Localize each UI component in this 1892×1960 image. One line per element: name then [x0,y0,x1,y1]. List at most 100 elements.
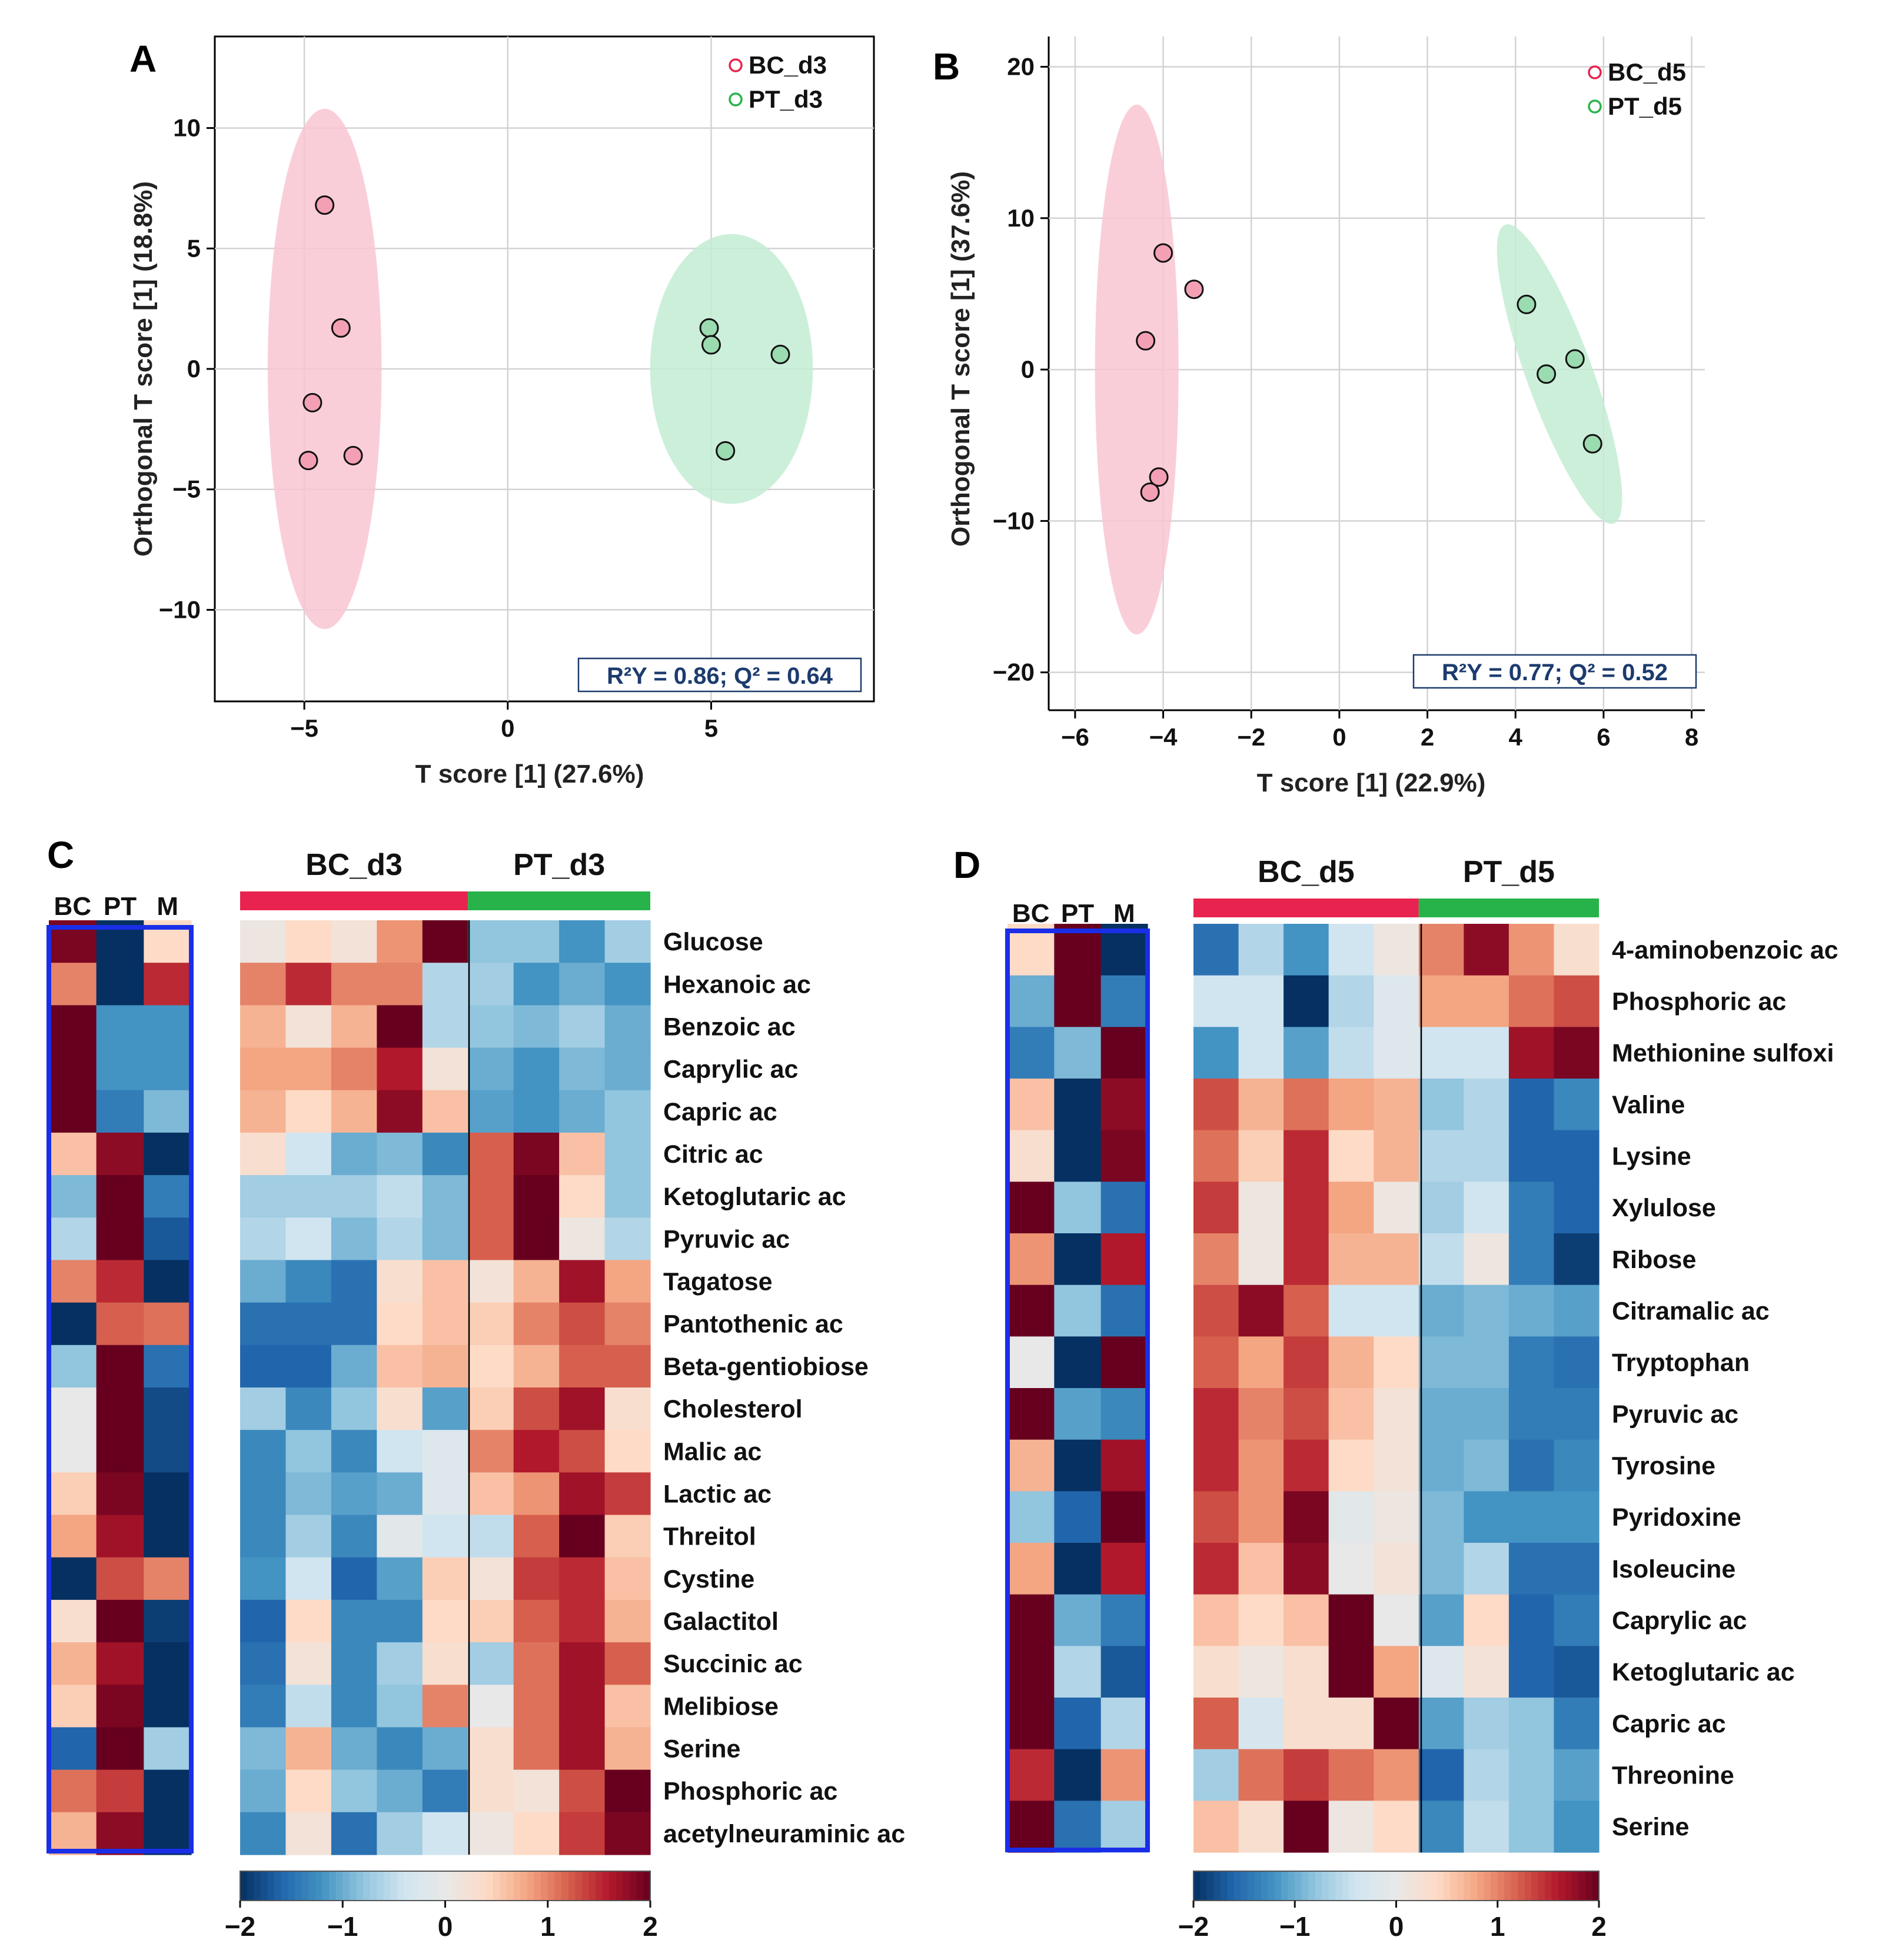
heatmap-cell [331,1217,377,1261]
heatmap-cell [1418,1336,1464,1389]
heatmap-cell [513,1472,560,1516]
side-heatmap-cell [49,1132,97,1176]
heatmap-cell [1464,1646,1509,1698]
heatmap-cell [1554,1439,1600,1492]
heatmap-cell [1464,1233,1509,1286]
row-label: Serine [663,1735,740,1763]
row-label: Isoleucine [1612,1555,1735,1583]
colorbar-segment [1342,1871,1349,1901]
colorbar-segment [1301,1871,1309,1901]
side-heatmap-cell [144,1302,192,1346]
colorbar-segment [630,1871,637,1901]
x-tick-label: −4 [1149,723,1178,751]
heatmap-cell [1464,1388,1509,1440]
colorbar-segment [1281,1871,1289,1901]
heatmap-cell [468,1727,514,1771]
side-heatmap-cell [1007,1336,1055,1389]
row-label: Citric ac [663,1140,763,1169]
heatmap-cell [604,1175,651,1218]
row-label: Malic ac [663,1437,762,1466]
heatmap-cell [604,1217,651,1261]
heatmap-cell [1193,1698,1239,1750]
row-label: 4-aminobenzoic ac [1612,936,1838,964]
heatmap-cell [1374,1079,1419,1131]
heatmap-cell [377,1387,423,1430]
side-heatmap-cell [1007,1543,1055,1595]
panel-c-side-cells [49,920,192,1855]
heatmap-cell [559,1217,606,1261]
heatmap-cell [331,1132,377,1176]
side-heatmap-cell [1054,1388,1102,1440]
heatmap-cell [377,1345,423,1388]
heatmap-cell [1374,924,1419,976]
pt-legend-marker [729,92,743,107]
heatmap-cell [1508,1285,1555,1337]
colorbar-segment [507,1871,514,1901]
colorbar-segment [301,1871,309,1901]
side-heatmap-cell [1054,1233,1102,1286]
side-column-label: PT [1061,899,1094,928]
side-heatmap-cell [96,1430,144,1473]
side-column-label: M [157,892,178,921]
heatmap-cell [559,1132,606,1176]
side-heatmap-cell [1054,1698,1102,1750]
heatmap-cell [513,1515,560,1558]
heatmap-cell [1328,1698,1374,1750]
colorbar-segment [281,1871,289,1901]
heatmap-cell [1508,1646,1555,1698]
bc-sample-point [1153,243,1173,263]
heatmap-cell [285,1345,332,1388]
heatmap-cell [377,1599,423,1643]
side-heatmap-cell [1100,1491,1148,1543]
heatmap-cell [1193,1285,1239,1337]
heatmap-cell [1418,1027,1464,1079]
heatmap-cell [1374,1182,1419,1234]
heatmap-cell [1554,1079,1600,1131]
colorbar-segment [1484,1871,1492,1901]
heatmap-cell [1508,1130,1555,1182]
colorbar-segment [1241,1871,1248,1901]
side-heatmap-cell [49,1430,97,1473]
row-label: Citramalic ac [1612,1297,1770,1326]
pt-sample-point [1537,364,1557,384]
colorbar-segment [260,1871,268,1901]
colorbar-segment [1450,1871,1458,1901]
colorbar-segment [554,1871,562,1901]
heatmap-cell [422,1515,468,1558]
colorbar-segment [1491,1871,1498,1901]
heatmap-cell [513,1727,560,1771]
heatmap-cell [1238,1749,1284,1801]
heatmap-cell [1238,975,1284,1027]
colorbar-segment [602,1871,610,1901]
heatmap-cell [1554,1285,1600,1337]
heatmap-cell [1283,975,1329,1027]
panel-a-legend: BC_d3 PT_d3 [729,51,827,113]
panel-d-heatmap: D BC PT M BC_d5 PT_d5 4-aminobenzoic ac Phos… [953,844,1838,1942]
colorbar-segment [1220,1871,1228,1901]
heatmap-cell [377,1557,423,1600]
heatmap-cell [513,1047,560,1091]
heatmap-cell [1283,1388,1329,1440]
colorbar-segment [1288,1871,1296,1901]
heatmap-cell [1554,1749,1600,1801]
row-label: Ribose [1612,1246,1696,1274]
heatmap-cell [331,1515,377,1558]
colorbar-segment [240,1871,248,1901]
y-tick-label: −5 [172,475,201,503]
heatmap-cell [604,1812,651,1855]
colorbar-segment [568,1871,576,1901]
heatmap-cell [468,920,514,963]
heatmap-cell [468,1769,514,1813]
heatmap-cell [1464,1027,1509,1079]
colorbar-segment [1402,1871,1411,1901]
heatmap-cell [1328,1646,1374,1698]
colorbar-segment [254,1871,261,1901]
heatmap-cell [422,1430,468,1473]
heatmap-cell [1374,1594,1419,1646]
bc-sample-point [343,445,363,465]
colorbar-segment [1233,1871,1242,1901]
heatmap-cell [1238,1336,1284,1389]
heatmap-cell [331,1005,377,1049]
side-heatmap-cell [144,1005,192,1049]
heatmap-cell [1283,1079,1329,1131]
